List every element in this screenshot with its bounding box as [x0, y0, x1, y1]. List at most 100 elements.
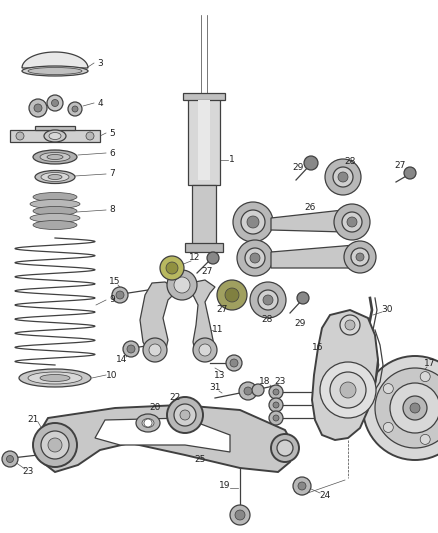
Text: 23: 23 — [22, 467, 34, 477]
Circle shape — [68, 102, 82, 116]
Ellipse shape — [44, 130, 66, 142]
Circle shape — [29, 99, 47, 117]
Circle shape — [225, 288, 239, 302]
Ellipse shape — [40, 375, 70, 382]
Text: 29: 29 — [292, 164, 304, 173]
Circle shape — [269, 385, 283, 399]
Polygon shape — [140, 280, 215, 360]
Text: 28: 28 — [261, 316, 273, 325]
Text: 14: 14 — [117, 356, 128, 365]
Circle shape — [149, 344, 161, 356]
Ellipse shape — [33, 206, 77, 215]
Circle shape — [174, 404, 196, 426]
Text: 11: 11 — [212, 326, 224, 335]
Polygon shape — [10, 130, 100, 142]
Circle shape — [420, 434, 430, 445]
Circle shape — [277, 440, 293, 456]
Ellipse shape — [19, 369, 91, 387]
Text: 27: 27 — [216, 305, 228, 314]
Text: 31: 31 — [209, 384, 221, 392]
Circle shape — [403, 396, 427, 420]
Circle shape — [383, 384, 393, 393]
Circle shape — [269, 398, 283, 412]
Circle shape — [47, 95, 63, 111]
Circle shape — [143, 338, 167, 362]
Text: 21: 21 — [27, 416, 39, 424]
Circle shape — [34, 104, 42, 112]
Circle shape — [340, 382, 356, 398]
Ellipse shape — [136, 414, 160, 432]
Ellipse shape — [49, 133, 61, 140]
Polygon shape — [188, 95, 220, 185]
Circle shape — [340, 315, 360, 335]
Text: 27: 27 — [201, 268, 213, 277]
Circle shape — [217, 280, 247, 310]
Circle shape — [237, 240, 273, 276]
Ellipse shape — [28, 68, 82, 75]
Ellipse shape — [41, 173, 69, 182]
Text: 16: 16 — [312, 343, 324, 352]
Text: 26: 26 — [304, 204, 316, 213]
Circle shape — [239, 382, 257, 400]
Circle shape — [271, 434, 299, 462]
Polygon shape — [183, 93, 225, 100]
Circle shape — [174, 277, 190, 293]
Circle shape — [325, 159, 361, 195]
Circle shape — [410, 403, 420, 413]
Circle shape — [127, 345, 135, 353]
Text: 5: 5 — [109, 128, 115, 138]
Circle shape — [263, 295, 273, 305]
Text: 30: 30 — [381, 305, 393, 314]
Circle shape — [112, 287, 128, 303]
Circle shape — [363, 356, 438, 460]
Circle shape — [258, 290, 278, 310]
Circle shape — [167, 270, 197, 300]
Circle shape — [180, 410, 190, 420]
Text: 19: 19 — [219, 481, 231, 490]
Circle shape — [304, 156, 318, 170]
Polygon shape — [271, 210, 350, 232]
Text: 9: 9 — [109, 295, 115, 304]
Text: 22: 22 — [170, 393, 180, 402]
Text: 6: 6 — [109, 149, 115, 157]
Circle shape — [41, 431, 69, 459]
Circle shape — [233, 202, 273, 242]
Circle shape — [356, 253, 364, 261]
Ellipse shape — [35, 171, 75, 183]
Text: 24: 24 — [319, 490, 331, 499]
Circle shape — [330, 372, 366, 408]
Text: 17: 17 — [424, 359, 436, 367]
Text: 12: 12 — [189, 254, 201, 262]
Circle shape — [167, 397, 203, 433]
Ellipse shape — [30, 199, 80, 208]
Circle shape — [252, 384, 264, 396]
Polygon shape — [312, 310, 378, 440]
Circle shape — [293, 477, 311, 495]
Circle shape — [16, 132, 24, 140]
Text: 15: 15 — [109, 278, 121, 287]
Ellipse shape — [33, 150, 77, 164]
Polygon shape — [38, 405, 295, 472]
Ellipse shape — [28, 372, 82, 384]
Circle shape — [235, 510, 245, 520]
Circle shape — [333, 167, 353, 187]
Circle shape — [199, 344, 211, 356]
Circle shape — [273, 415, 279, 421]
Circle shape — [33, 423, 77, 467]
Circle shape — [273, 389, 279, 395]
Circle shape — [351, 248, 369, 266]
Text: 3: 3 — [97, 59, 103, 68]
Ellipse shape — [33, 192, 77, 201]
Circle shape — [338, 172, 348, 182]
Polygon shape — [185, 243, 223, 252]
Circle shape — [273, 402, 279, 408]
Text: 27: 27 — [394, 160, 406, 169]
Circle shape — [404, 167, 416, 179]
Polygon shape — [35, 126, 75, 130]
Polygon shape — [95, 418, 230, 452]
Circle shape — [334, 204, 370, 240]
Circle shape — [123, 341, 139, 357]
Text: 23: 23 — [274, 377, 286, 386]
Text: 4: 4 — [97, 99, 103, 108]
Circle shape — [144, 419, 152, 427]
